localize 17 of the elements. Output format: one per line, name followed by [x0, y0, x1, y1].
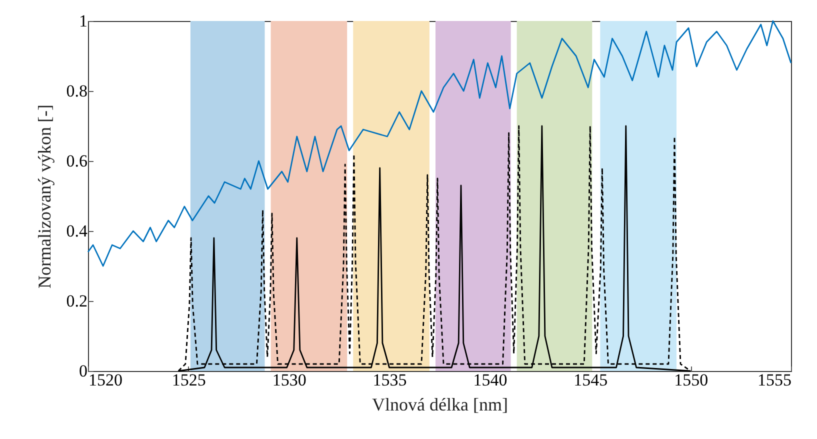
x-tick-label: 1550 — [674, 370, 708, 390]
x-tick-label: 1530 — [272, 370, 306, 390]
x-tick-label: 1525 — [172, 370, 206, 390]
y-tick-label: 0.2 — [66, 292, 88, 310]
y-tick-label: 1 — [79, 12, 88, 30]
y-tick-label: 0 — [79, 362, 88, 380]
y-tick-label: 0.8 — [66, 82, 88, 100]
x-tick-label: 1520 — [88, 370, 122, 390]
y-tick-label: 0.6 — [66, 152, 88, 170]
x-axis-title: Vlnová délka [nm] — [372, 394, 508, 414]
x-tick-label: 1555 — [758, 370, 792, 390]
x-tick-label: 1540 — [473, 370, 508, 390]
y-tick-label: 0.4 — [66, 222, 88, 240]
x-tick-label: 1545 — [574, 370, 608, 390]
line-series — [87, 20, 792, 267]
x-tick-label: 1535 — [372, 370, 407, 390]
y-axis-title: Normalizovaný výkon [-] — [34, 104, 54, 288]
